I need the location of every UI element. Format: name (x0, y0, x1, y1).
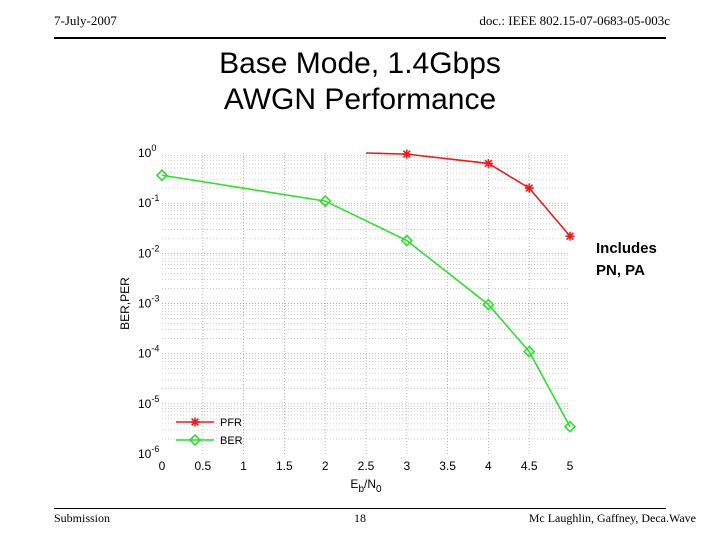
y-tick-label: 10-3 (138, 294, 159, 311)
ber-data-point (155, 169, 169, 182)
x-tick-label: 1.5 (276, 459, 293, 473)
annotation-note: Includes PN, PA (596, 238, 657, 282)
annotation-line2: PN, PA (596, 262, 645, 279)
y-axis-label: BER,PER (118, 277, 132, 330)
x-tick-label: 0.5 (194, 459, 211, 473)
ber-data-point (400, 234, 413, 247)
footer-authors: Mc Laughlin, Gaffney, Deca.Wave (528, 511, 696, 525)
pfr-data-point (402, 149, 412, 159)
y-tick-label: 10-5 (138, 394, 159, 411)
x-tick-label: 0 (159, 459, 166, 473)
legend-label: BER (220, 435, 243, 447)
pfr-data-point (524, 183, 534, 193)
footer-page-number: 18 (354, 511, 366, 525)
annotation-line1: Includes (596, 240, 657, 257)
y-tick-label: 100 (138, 143, 156, 160)
x-tick-label: 2 (322, 459, 329, 473)
header-date: 7-July-2007 (54, 13, 117, 28)
header-doc-id: doc.: IEEE 802.15-07-0683-05-003c (479, 13, 670, 28)
ber-data-point (523, 345, 536, 358)
slide-title-line2: AWGN Performance (223, 83, 497, 116)
y-tick-label: 10-6 (138, 444, 159, 461)
pfr-data-point (483, 158, 493, 168)
pfr-data-point (190, 417, 200, 427)
y-tick-label: 10-2 (138, 243, 159, 260)
x-tick-label: 3 (403, 459, 410, 473)
x-axis-label: Eb/N0 (350, 477, 382, 495)
pfr-series-line (365, 152, 571, 237)
legend-diamond (188, 433, 202, 447)
chart-legend: PFR BER (176, 417, 243, 447)
y-tick-label: 10-4 (138, 344, 159, 361)
x-tick-label: 5 (567, 459, 574, 473)
header-divider (54, 37, 666, 39)
x-tick-label: 3.5 (439, 459, 456, 473)
y-tick-label: 10-1 (138, 193, 159, 210)
x-tick-label: 4.5 (521, 459, 538, 473)
x-tick-label: 4 (485, 459, 492, 473)
slide-title: Base Mode, 1.4Gbps AWGN Performance (0, 46, 720, 118)
x-tick-label: 2.5 (358, 459, 375, 473)
pfr-data-point (565, 231, 575, 241)
ber-data-point (319, 194, 332, 208)
legend-label: PFR (220, 417, 242, 429)
slide-title-line1: Base Mode, 1.4Gbps (219, 47, 501, 80)
x-tick-label: 1 (240, 459, 247, 473)
ber-data-point (563, 420, 577, 433)
footer-submission: Submission (54, 511, 111, 525)
ber-data-point (482, 298, 495, 311)
ber-series-line (161, 174, 571, 428)
footer-divider (54, 508, 666, 509)
